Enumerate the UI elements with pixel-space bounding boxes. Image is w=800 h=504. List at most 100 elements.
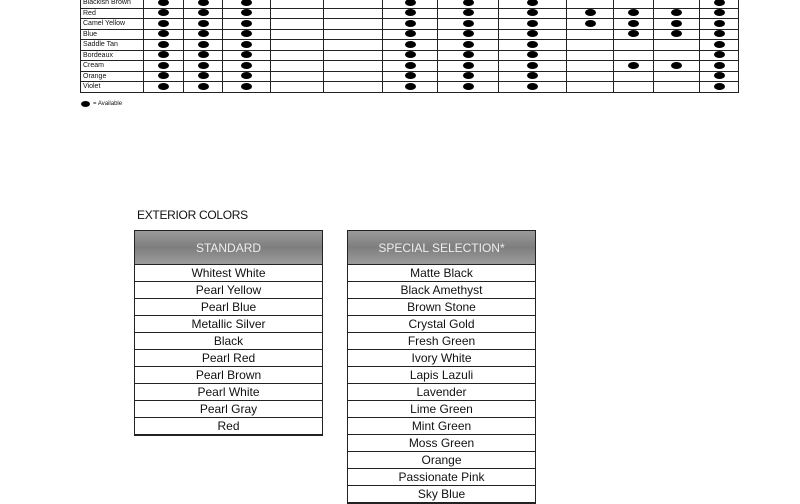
table-row: Camel Yellow: [80, 18, 739, 30]
table-cell: [653, 70, 700, 82]
available-dot-icon: [404, 51, 416, 59]
special-selection-colors-table: SPECIAL SELECTION* Matte Black Black Amet…: [347, 230, 536, 504]
color-row: Pearl Blue: [135, 299, 322, 316]
table-cell: [323, 0, 383, 9]
available-dot-icon: [197, 9, 209, 17]
available-dot-icon: [241, 61, 252, 69]
table-cell: [699, 60, 739, 72]
table-cell: [143, 39, 184, 51]
available-dot-icon: [527, 51, 538, 59]
available-dot-icon: [197, 51, 209, 59]
available-dot-icon: [197, 82, 209, 90]
available-dot-icon: [462, 40, 474, 48]
row-label: Orange: [80, 70, 144, 82]
available-dot-icon: [713, 72, 725, 80]
table-cell: [270, 7, 324, 19]
table-row: Saddle Tan: [80, 39, 739, 51]
available-dot-icon: [197, 19, 209, 27]
available-dot-icon: [197, 30, 209, 38]
available-dot-icon: [713, 0, 725, 6]
table-cell: [437, 39, 499, 51]
available-dot-icon: [462, 61, 474, 69]
row-label: Bordeaux: [80, 49, 144, 61]
table-cell: [437, 60, 499, 72]
row-label: Violet: [80, 81, 144, 93]
table-cell: [323, 81, 383, 93]
row-label: Red: [80, 7, 144, 19]
table-cell: [222, 49, 271, 61]
table-cell: [498, 60, 567, 72]
table-cell: [566, 39, 614, 51]
available-dot-icon: [462, 19, 474, 27]
table-cell: [222, 81, 271, 93]
color-row: Pearl Gray: [135, 401, 322, 418]
table-cell: [498, 7, 567, 19]
available-dot-icon: [527, 82, 538, 90]
table-cell: [437, 28, 499, 40]
table-cell: [613, 60, 654, 72]
table-cell: [270, 81, 324, 93]
available-dot-icon: [628, 61, 639, 69]
table-cell: [270, 39, 324, 51]
standard-header: STANDARD: [135, 231, 322, 265]
available-dot-icon: [241, 30, 252, 38]
available-dot-icon: [404, 19, 416, 27]
available-dot-icon: [197, 40, 209, 48]
available-dot-icon: [404, 72, 416, 80]
available-dot-icon: [671, 30, 682, 38]
available-dot-icon: [158, 51, 169, 59]
available-dot-icon: [158, 30, 169, 38]
available-dot-icon: [713, 9, 725, 17]
available-dot-icon: [462, 51, 474, 59]
available-dot-icon: [241, 51, 252, 59]
color-row: Moss Green: [348, 435, 535, 452]
table-cell: [699, 0, 739, 9]
table-cell: [613, 18, 654, 30]
table-cell: [653, 0, 700, 9]
table-cell: [498, 81, 567, 93]
table-cell: [653, 49, 700, 61]
table-cell: [270, 28, 324, 40]
table-cell: [613, 81, 654, 93]
color-row: Mint Green: [348, 418, 535, 435]
table-cell: [222, 18, 271, 30]
table-cell: [382, 7, 438, 19]
row-label: Camel Yellow: [80, 18, 144, 30]
table-cell: [382, 18, 438, 30]
table-cell: [382, 81, 438, 93]
table-row: Blue: [80, 28, 739, 40]
table-cell: [498, 28, 567, 40]
table-cell: [653, 81, 700, 93]
table-cell: [699, 28, 739, 40]
table-cell: [270, 18, 324, 30]
available-dot-icon: [527, 30, 538, 38]
table-cell: [653, 18, 700, 30]
color-row: Metallic Silver: [135, 316, 322, 333]
available-dot-icon: [628, 9, 639, 17]
table-cell: [183, 60, 223, 72]
table-cell: [143, 81, 184, 93]
available-dot-icon: [628, 30, 639, 38]
table-cell: [699, 7, 739, 19]
row-label: Cream: [80, 60, 144, 72]
available-dot-icon: [158, 9, 169, 17]
table-row: Red: [80, 7, 739, 19]
table-cell: [382, 0, 438, 9]
table-row: Violet: [80, 81, 739, 93]
available-dot-icon: [671, 9, 682, 17]
legend: = Available: [81, 101, 122, 107]
color-row: Orange: [348, 452, 535, 469]
table-cell: [699, 70, 739, 82]
available-dot-icon: [462, 30, 474, 38]
available-dot-icon: [527, 61, 538, 69]
available-dot-icon: [158, 82, 169, 90]
table-cell: [270, 0, 324, 9]
section-title: EXTERIOR COLORS: [137, 208, 248, 222]
table-row: Bordeaux: [80, 49, 739, 61]
table-cell: [613, 70, 654, 82]
available-dot-icon: [527, 0, 538, 6]
available-dot-icon: [241, 9, 252, 17]
available-dot-icon: [628, 19, 639, 27]
table-row: Blackish Brown: [80, 0, 739, 9]
available-dot-icon: [584, 9, 596, 17]
